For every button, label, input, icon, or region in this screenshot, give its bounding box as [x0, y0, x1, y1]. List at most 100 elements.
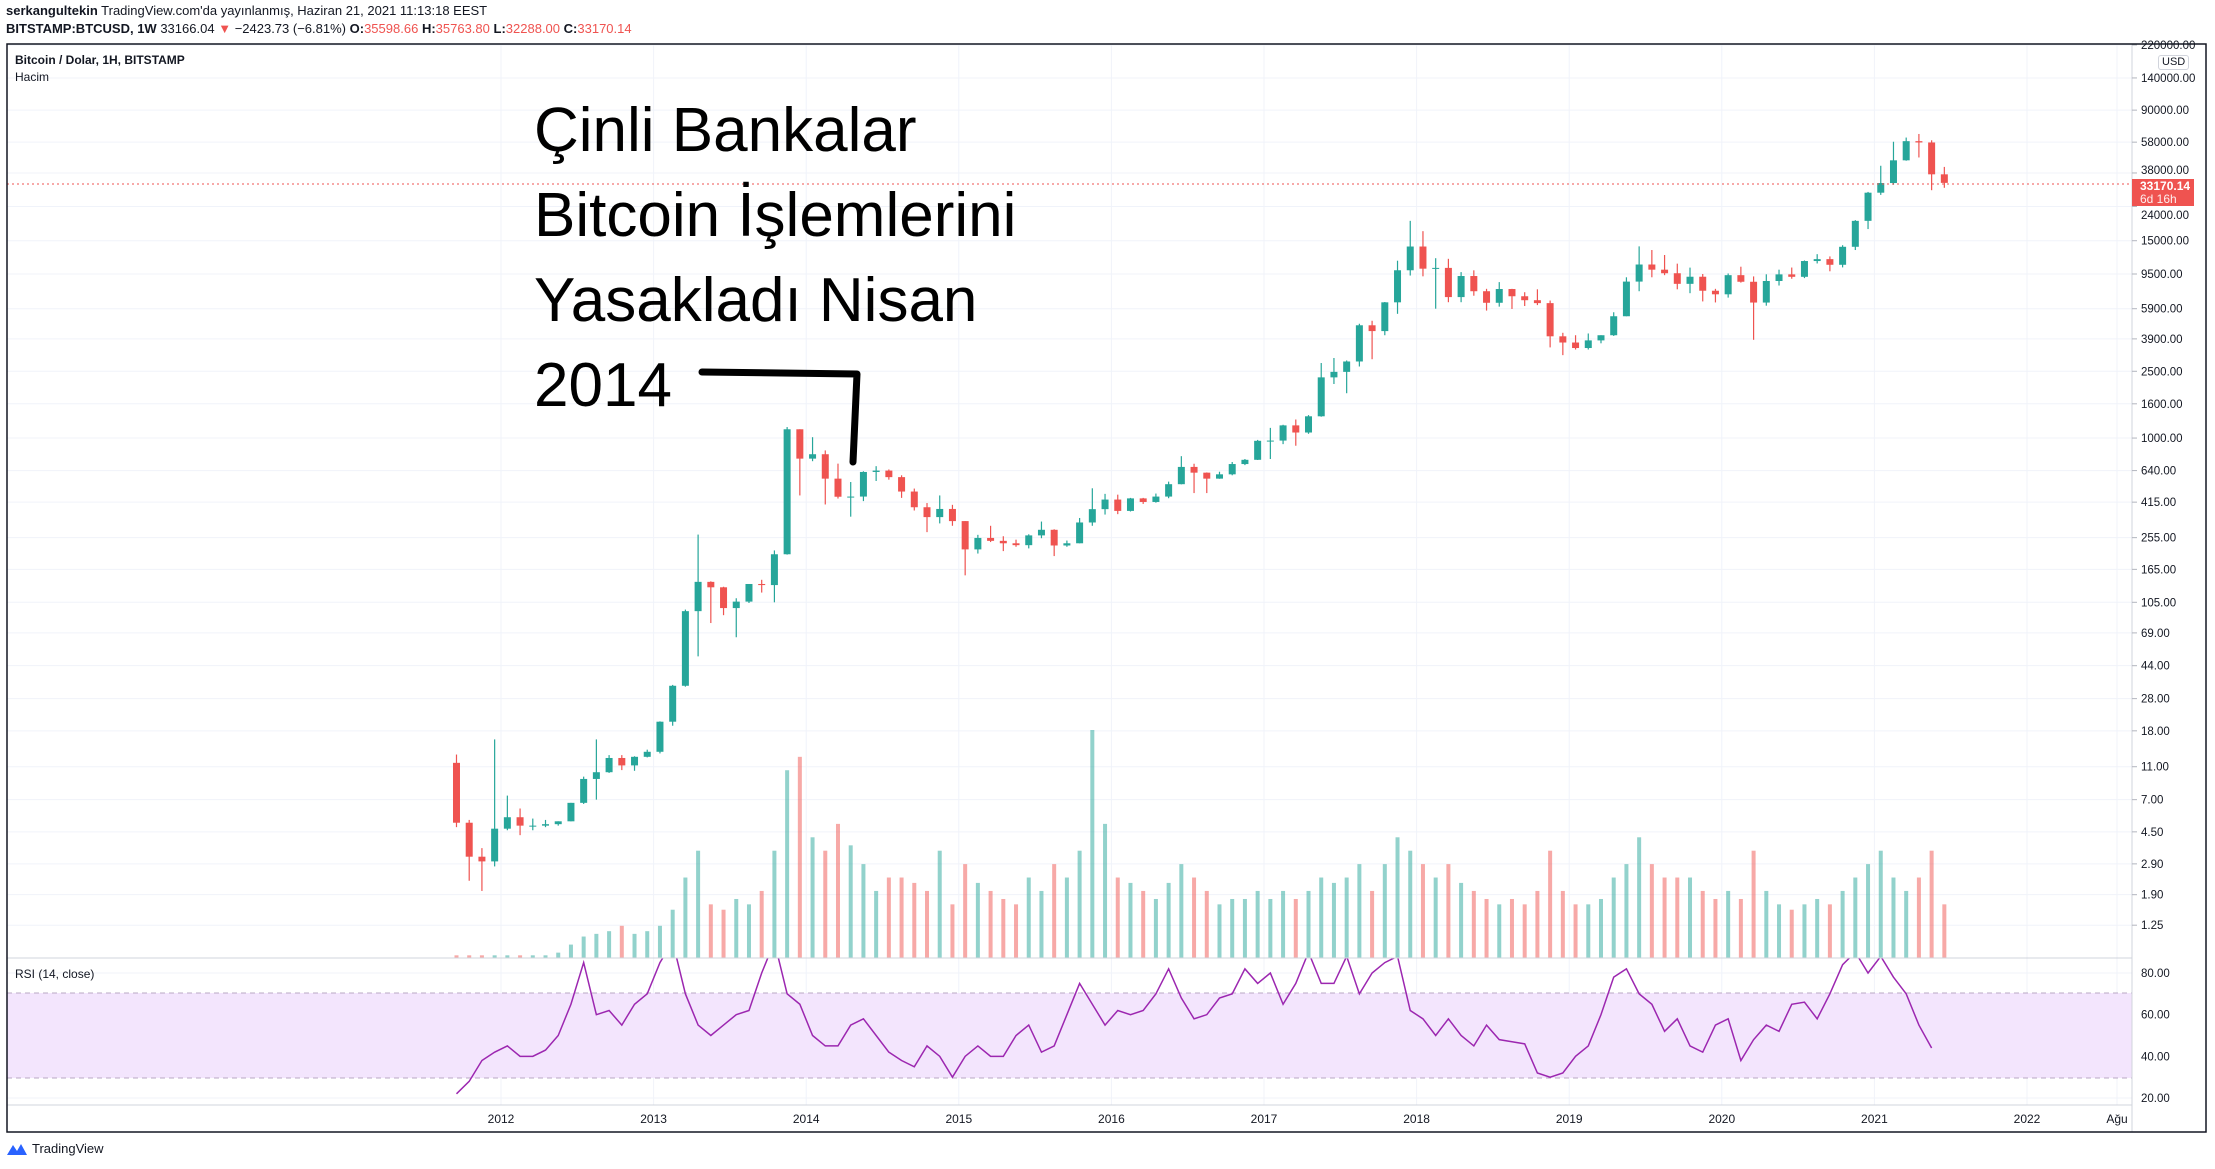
volume-bar — [645, 931, 650, 958]
candle-body — [631, 756, 639, 766]
candles — [452, 133, 1948, 891]
last-price: 33166.04 — [160, 21, 215, 36]
candle-body — [1190, 466, 1198, 473]
volume-bar — [492, 955, 497, 958]
candle-body — [1762, 280, 1770, 303]
volume-bar — [1217, 904, 1222, 958]
volume-bar — [1408, 850, 1413, 958]
price-tick-label: 90000.00 — [2141, 105, 2189, 117]
publish-info: serkangultekin TradingView.com'da yayınl… — [6, 3, 487, 18]
rsi-axis[interactable]: 80.00 60.00 40.00 20.00 — [2141, 968, 2170, 1105]
author-name[interactable]: serkangultekin — [6, 3, 98, 18]
price-tick-label: 5900.00 — [2141, 304, 2183, 316]
volume-bar — [886, 877, 891, 958]
volume-bar — [1331, 882, 1336, 958]
price-tick-label: 4.50 — [2141, 827, 2163, 839]
volume-bar — [1090, 730, 1095, 958]
candle-body — [1444, 267, 1452, 298]
candle-body — [605, 757, 613, 773]
time-tick-label: 2012 — [488, 1112, 515, 1126]
volume-bar — [1878, 850, 1883, 958]
price-tick-label: 11.00 — [2141, 762, 2169, 774]
candle-body — [1597, 335, 1605, 341]
candle-body — [1750, 281, 1758, 303]
candle-body — [1241, 459, 1249, 465]
volume-bar — [1268, 898, 1273, 958]
volume-bar — [1598, 898, 1603, 958]
volume-bar — [1293, 898, 1298, 958]
brand-name: TradingView — [32, 1141, 104, 1156]
time-tick-label: 2019 — [1556, 1112, 1583, 1126]
tradingview-logo[interactable]: TradingView — [6, 1141, 104, 1156]
candle-body — [1381, 302, 1389, 332]
volume-bar — [1052, 864, 1057, 958]
low-value: 32288.00 — [505, 21, 561, 36]
rsi-tick-label: 40.00 — [2141, 1051, 2170, 1063]
volume-bar — [1522, 904, 1527, 958]
volume-bar — [874, 890, 879, 958]
volume-bar — [1509, 898, 1514, 958]
volume-bar — [1929, 850, 1934, 958]
candle-body — [1457, 276, 1465, 298]
candle-body — [643, 751, 651, 757]
currency-button[interactable]: USD — [2158, 55, 2190, 70]
candle-body — [707, 581, 715, 588]
volume-bar — [785, 770, 790, 958]
volume-bar — [950, 904, 955, 958]
bar-countdown: 6d 16h — [2140, 192, 2177, 206]
candle-body — [948, 508, 956, 522]
chart-title: Bitcoin / Dolar, 1H, BITSTAMP — [15, 53, 185, 67]
candle-body — [1088, 509, 1096, 523]
volume-bar — [594, 933, 599, 958]
candle-body — [681, 611, 689, 686]
candle-body — [758, 583, 766, 586]
candle-body — [1254, 440, 1262, 460]
volume-bar — [1891, 877, 1896, 958]
candle-body — [618, 757, 626, 766]
rsi-line — [455, 958, 1933, 1095]
candle-body — [503, 817, 511, 829]
candle-body — [1279, 425, 1287, 441]
candle-body — [821, 454, 829, 479]
volume-bar — [1039, 890, 1044, 958]
price-tick-label: 105.00 — [2141, 597, 2176, 609]
tradingview-logo-icon — [7, 1143, 27, 1155]
candle-body — [1165, 484, 1173, 497]
candle-body — [1432, 267, 1440, 269]
time-axis[interactable]: 2012 2013 2014 2015 2016 2017 2018 2019 2020 2021… — [488, 1112, 2128, 1126]
candle-body — [1673, 273, 1681, 284]
candle-body — [885, 470, 893, 478]
volume-bar — [1395, 837, 1400, 958]
candle-body — [1915, 141, 1923, 143]
candle-body — [1839, 246, 1847, 265]
price-tick-label: 18.00 — [2141, 726, 2170, 738]
candle-body — [1788, 274, 1796, 277]
price-axis[interactable]: 220000.00 140000.00 90000.00 58000.00 38000.… — [2132, 40, 2195, 932]
candle-body — [592, 772, 600, 779]
candle-body — [898, 477, 906, 492]
candle-body — [720, 587, 728, 609]
volume-bar — [454, 955, 459, 958]
candle-body — [1495, 289, 1503, 303]
volume-bar — [810, 837, 815, 958]
volume-bar — [1764, 890, 1769, 958]
volume-bar — [1141, 890, 1146, 958]
last-price-value: 33170.14 — [2140, 179, 2191, 193]
volume-bar — [1548, 850, 1553, 958]
candle-body — [1737, 275, 1745, 282]
volume-bar — [1815, 898, 1820, 958]
candle-body — [796, 429, 804, 459]
candle-body — [1686, 276, 1694, 284]
candle-body — [1648, 264, 1656, 270]
last-price-tag: 33170.14 6d 16h — [2132, 179, 2194, 206]
publish-text: TradingView.com'da yayınlanmış, Haziran … — [101, 3, 488, 18]
candle-body — [1851, 220, 1859, 247]
rsi-band — [7, 993, 2132, 1078]
price-tick-label: 58000.00 — [2141, 137, 2189, 149]
volume-bar — [937, 850, 942, 958]
time-tick-label: Ağu — [2106, 1112, 2127, 1126]
price-tick-label: 9500.00 — [2141, 269, 2183, 281]
candle-body — [1902, 141, 1910, 161]
down-triangle-icon: ▼ — [218, 21, 232, 36]
